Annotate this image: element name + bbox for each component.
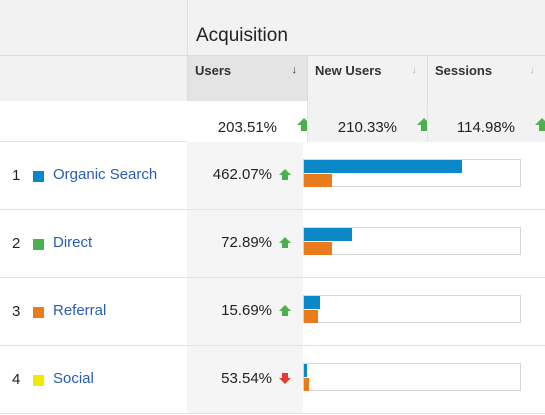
bar-current-period	[304, 364, 307, 377]
sort-arrow-icon[interactable]: ↓	[291, 64, 298, 76]
header-divider	[0, 55, 545, 56]
users-cell: 15.69%	[187, 278, 303, 345]
trend-up-icon	[279, 237, 291, 249]
users-percent-value: 462.07%	[212, 166, 272, 183]
table-row: 1 Organic Search 462.07%	[0, 142, 545, 210]
channel-link[interactable]: Direct	[53, 234, 93, 251]
total-users-value: 203.51%	[217, 119, 277, 136]
users-percent-value: 15.69%	[221, 302, 272, 319]
total-sessions-cell: 114.98%	[427, 101, 545, 142]
dimension-header-blank	[0, 0, 187, 101]
total-users-cell: 203.51%	[187, 101, 311, 142]
trend-down-icon	[279, 373, 291, 385]
trend-up-icon	[279, 169, 291, 181]
comparison-bar-chart	[303, 363, 521, 391]
column-header-new-users[interactable]: New Users ↓	[307, 56, 427, 101]
comparison-bar-chart	[303, 227, 521, 255]
column-header-new-users-label: New Users	[315, 63, 382, 78]
acquisition-group-header: Acquisition	[187, 0, 545, 55]
comparison-bar-chart	[303, 295, 521, 323]
sort-arrow-icon[interactable]: ↓	[529, 64, 536, 76]
users-percent-value: 72.89%	[221, 234, 272, 251]
users-cell: 72.89%	[187, 210, 303, 277]
total-sessions-value: 114.98%	[456, 119, 515, 136]
channel-color-swatch	[33, 171, 44, 182]
bar-current-period	[304, 296, 320, 309]
row-number: 3	[12, 303, 21, 320]
users-cell: 462.07%	[187, 142, 303, 209]
channel-link[interactable]: Referral	[53, 302, 107, 319]
bar-previous-period	[304, 174, 332, 187]
row-number: 1	[12, 167, 21, 184]
table-row: 4 Social 53.54%	[0, 346, 545, 414]
users-cell: 53.54%	[187, 346, 303, 413]
column-header-users-label: Users	[195, 63, 232, 78]
row-number: 4	[12, 371, 21, 388]
total-new-users-value: 210.33%	[337, 119, 397, 136]
bar-previous-period	[304, 378, 309, 391]
bar-current-period	[304, 228, 352, 241]
channel-color-swatch	[33, 307, 44, 318]
bar-previous-period	[304, 242, 332, 255]
column-header-sessions-label: Sessions	[435, 63, 493, 78]
total-new-users-cell: 210.33%	[307, 101, 431, 142]
bar-previous-period	[304, 310, 318, 323]
totals-row: 203.51% 210.33% 114.98%	[0, 101, 545, 142]
channel-link[interactable]: Organic Search	[53, 166, 158, 183]
sort-arrow-icon[interactable]: ↓	[411, 64, 418, 76]
channel-color-swatch	[33, 375, 44, 386]
table-row: 2 Direct 72.89%	[0, 210, 545, 278]
column-header-users[interactable]: Users ↓	[187, 56, 307, 101]
trend-up-icon	[279, 305, 291, 317]
acquisition-title: Acquisition	[196, 25, 288, 46]
table-row: 3 Referral 15.69%	[0, 278, 545, 346]
users-percent-value: 53.54%	[221, 370, 272, 387]
channel-link[interactable]: Social	[53, 370, 94, 387]
bar-current-period	[304, 160, 462, 173]
comparison-bar-chart	[303, 159, 521, 187]
column-header-sessions[interactable]: Sessions ↓	[427, 56, 545, 101]
row-number: 2	[12, 235, 21, 252]
channel-color-swatch	[33, 239, 44, 250]
